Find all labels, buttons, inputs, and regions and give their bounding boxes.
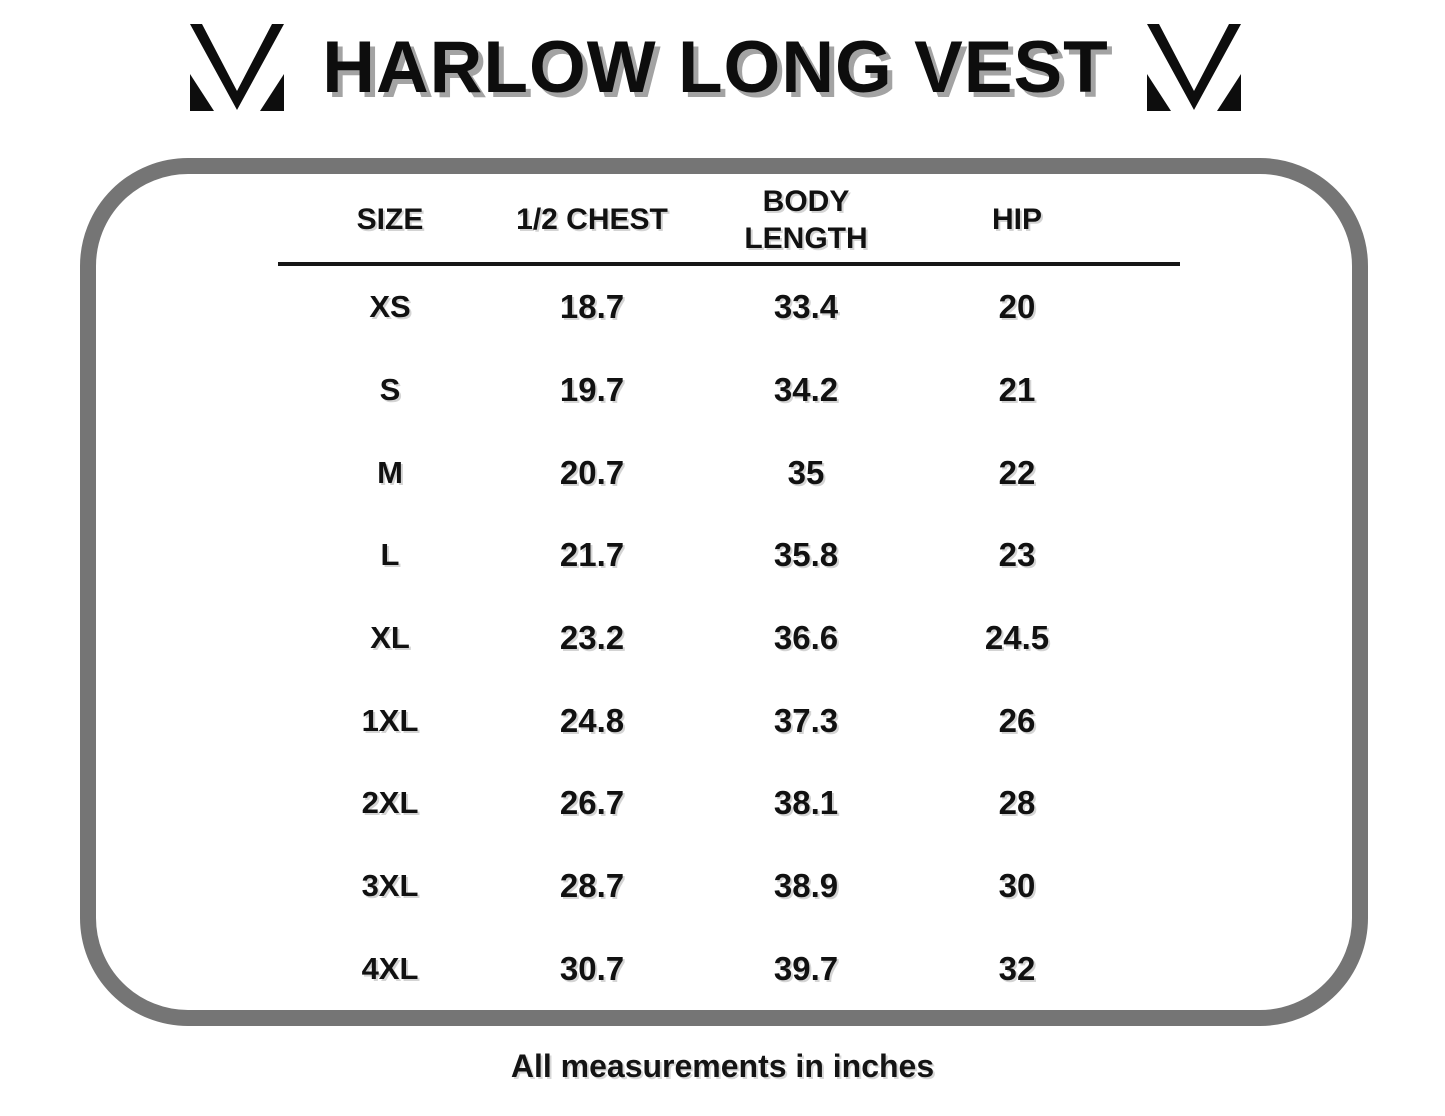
table-body: XS 18.7 33.4 20 S 19.7 34.2 21 M 20.7 35… — [278, 266, 1180, 1010]
cell-body-length: 38.1 — [773, 784, 839, 822]
table-row: 4XL 30.7 39.7 32 — [278, 928, 1180, 1011]
table-row: XL 23.2 36.6 24.5 — [278, 597, 1180, 680]
size-chart-table: SIZE 1/2 CHEST BODY LENGTH HIP XS 18.7 3… — [278, 178, 1180, 1010]
table-row: 1XL 24.8 37.3 26 — [278, 679, 1180, 762]
cell-size: L — [380, 537, 400, 573]
cell-hip: 21 — [998, 371, 1036, 409]
cell-size: 2XL — [361, 785, 419, 821]
column-header-size: SIZE — [356, 203, 424, 237]
cell-size: S — [379, 372, 401, 408]
cell-body-length: 35 — [787, 453, 825, 491]
cell-body-length: 36.6 — [773, 619, 839, 657]
cell-size: 3XL — [361, 868, 419, 904]
cell-body-length: 34.2 — [773, 371, 839, 409]
table-row: XS 18.7 33.4 20 — [278, 266, 1180, 349]
cell-hip: 28 — [998, 784, 1036, 822]
cell-size: 4XL — [361, 950, 419, 986]
page-header: HARLOW LONG VEST — [0, 24, 1431, 111]
cell-body-length: 37.3 — [773, 701, 839, 739]
table-row: L 21.7 35.8 23 — [278, 514, 1180, 597]
table-row: S 19.7 34.2 21 — [278, 349, 1180, 432]
cell-hip: 32 — [998, 949, 1036, 987]
cell-half-chest: 23.2 — [559, 619, 625, 657]
cell-size: XS — [369, 289, 411, 325]
cell-hip: 26 — [998, 701, 1036, 739]
cell-hip: 30 — [998, 867, 1036, 905]
cell-half-chest: 20.7 — [559, 453, 625, 491]
column-header-hip: HIP — [991, 203, 1042, 237]
cell-half-chest: 18.7 — [559, 288, 625, 326]
cell-size: M — [377, 454, 403, 490]
cell-body-length: 33.4 — [773, 288, 839, 326]
page-title: HARLOW LONG VEST — [322, 27, 1109, 108]
cell-half-chest: 21.7 — [559, 536, 625, 574]
cell-half-chest: 28.7 — [559, 867, 625, 905]
header-divider-line — [278, 262, 1180, 266]
size-chart-frame — [80, 158, 1368, 1026]
table-header-row: SIZE 1/2 CHEST BODY LENGTH HIP — [278, 178, 1180, 262]
cell-half-chest: 30.7 — [559, 949, 625, 987]
cell-hip: 22 — [998, 453, 1036, 491]
column-header-half-chest: 1/2 CHEST — [516, 203, 668, 237]
cell-body-length: 35.8 — [773, 536, 839, 574]
cell-body-length: 39.7 — [773, 949, 839, 987]
cell-half-chest: 19.7 — [559, 371, 625, 409]
measurements-footnote: All measurements in inches — [510, 1048, 935, 1084]
cell-half-chest: 24.8 — [559, 701, 625, 739]
cell-hip: 23 — [998, 536, 1036, 574]
brand-monogram-icon-right — [1146, 24, 1241, 111]
table-row: M 20.7 35 22 — [278, 431, 1180, 514]
brand-monogram-icon-left — [190, 24, 285, 111]
cell-half-chest: 26.7 — [559, 784, 625, 822]
cell-hip: 20 — [998, 288, 1036, 326]
cell-body-length: 38.9 — [773, 867, 839, 905]
column-header-body-length: BODY LENGTH — [744, 184, 868, 256]
table-row: 3XL 28.7 38.9 30 — [278, 845, 1180, 928]
table-row: 2XL 26.7 38.1 28 — [278, 762, 1180, 845]
cell-size: XL — [370, 620, 410, 656]
cell-hip: 24.5 — [984, 619, 1050, 657]
cell-size: 1XL — [361, 702, 419, 738]
